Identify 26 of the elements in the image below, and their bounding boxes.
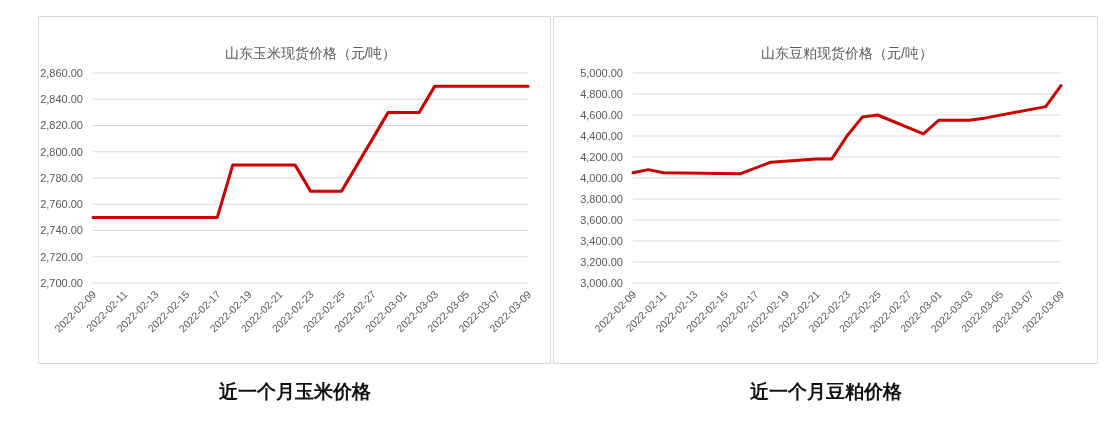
- y-tick-label: 4,800.00: [580, 87, 623, 100]
- chart-title: 山东豆粕现货价格（元/吨）: [761, 45, 933, 61]
- text: 近一个月玉米价格: [217, 381, 372, 402]
- y-tick-label: 2,720.00: [40, 250, 83, 263]
- y-tick-label: 3,200.00: [580, 255, 623, 268]
- line-series: [91, 84, 530, 219]
- y-tick-label: 2,820.00: [40, 119, 83, 132]
- y-tick-label: 4,200.00: [580, 150, 623, 163]
- y-tick-label: 5,000.00: [580, 66, 623, 79]
- text: 近一个月豆粕价格: [748, 381, 903, 402]
- y-tick-label: 4,400.00: [580, 129, 623, 142]
- y-tick-label: 2,760.00: [40, 198, 83, 211]
- y-tick-label: 2,740.00: [40, 224, 83, 237]
- y-tick-label: 3,600.00: [580, 213, 623, 226]
- y-tick-label: 4,000.00: [580, 171, 623, 184]
- y-tick-label: 3,000.00: [580, 276, 623, 289]
- y-tick-label: 2,800.00: [40, 145, 83, 158]
- y-tick-label: 4,600.00: [580, 108, 623, 121]
- line-series: [631, 84, 1063, 176]
- y-tick-label: 2,840.00: [40, 93, 83, 106]
- y-tick-label: 2,860.00: [40, 66, 83, 79]
- y-tick-label: 3,800.00: [580, 192, 623, 205]
- y-tick-label: 2,780.00: [40, 171, 83, 184]
- chart-title: 山东玉米现货价格（元/吨）: [224, 45, 397, 61]
- y-tick-label: 3,400.00: [580, 234, 623, 247]
- y-tick-label: 2,700.00: [40, 276, 83, 289]
